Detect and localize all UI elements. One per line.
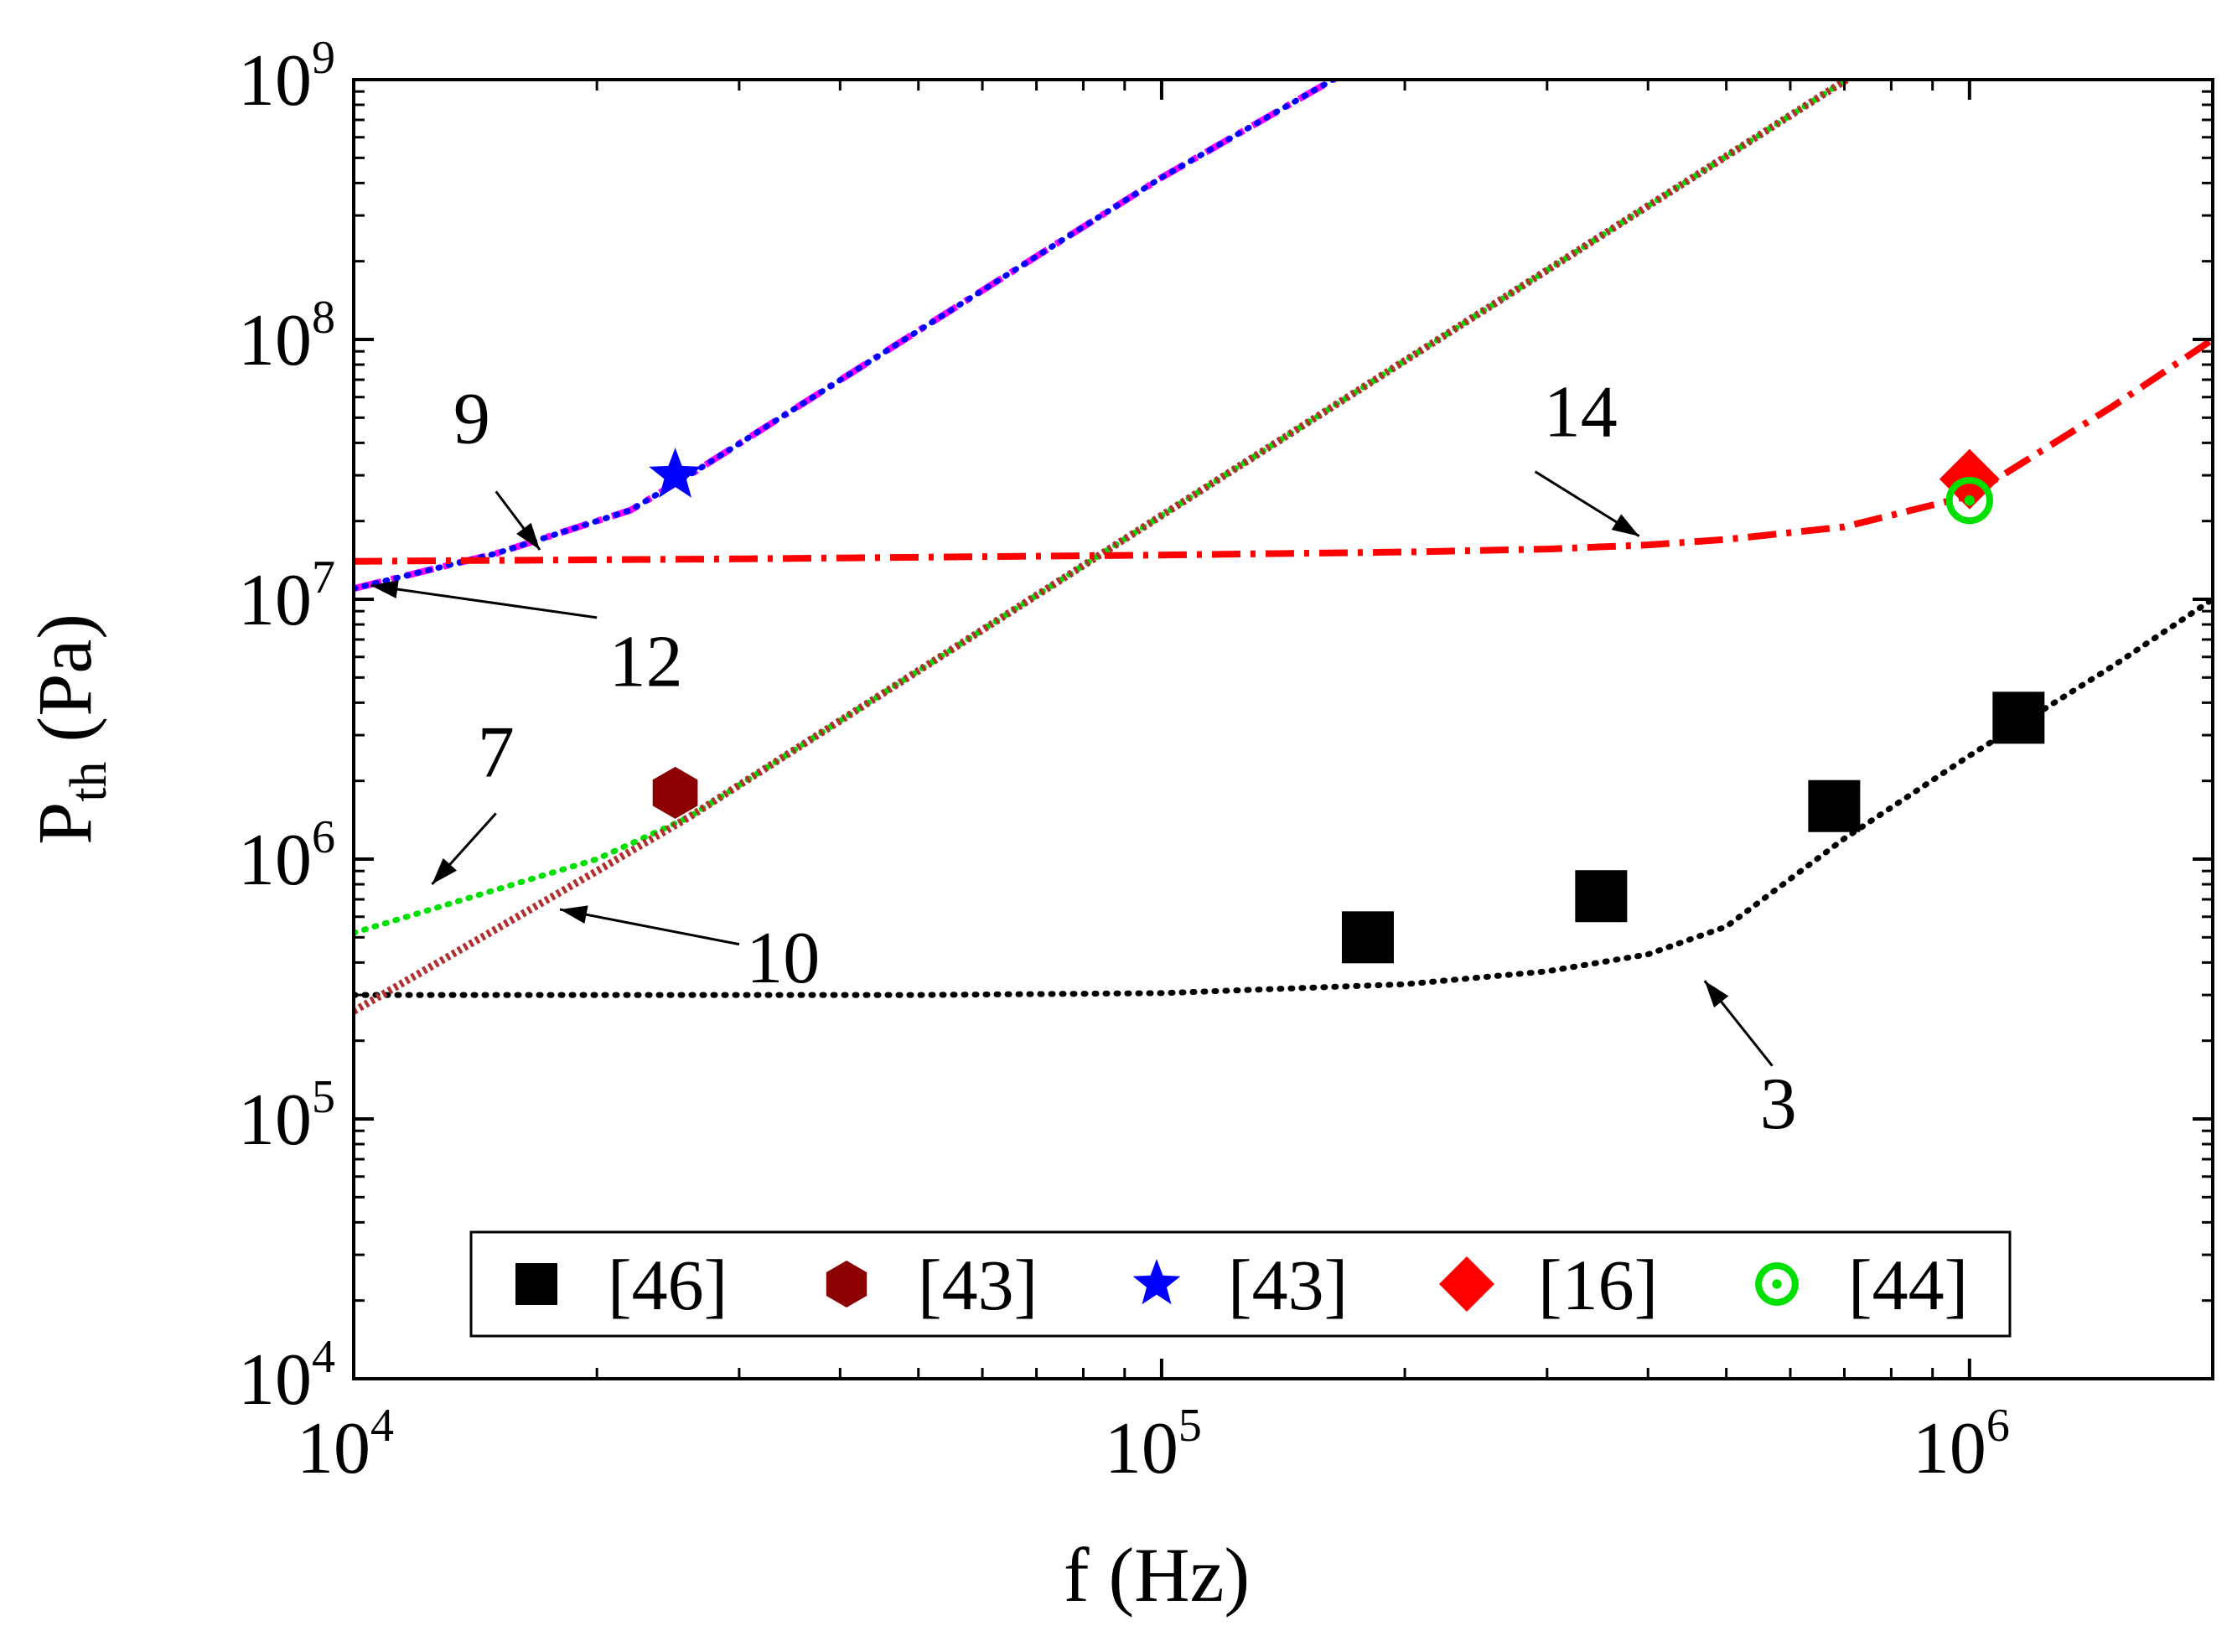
y-tick-base: 10 <box>238 820 312 901</box>
legend-marker-square <box>515 1263 557 1305</box>
x-tick-label: 106 <box>1913 1400 2010 1489</box>
x-tick-exp: 6 <box>1986 1400 2010 1452</box>
y-tick-label: 107 <box>238 552 335 641</box>
legend-marker-circle-dot-dot <box>1772 1279 1782 1289</box>
legend-label: [43] <box>1228 1245 1348 1325</box>
legend-label: [46] <box>608 1245 728 1325</box>
y-tick-exp: 6 <box>312 811 335 863</box>
annotations-group: 9 12 7 10 14 3 <box>370 371 1797 1145</box>
legend-marker-hexagon <box>826 1261 867 1308</box>
y-tick-label: 104 <box>238 1331 335 1421</box>
annotation-label: 9 <box>453 378 490 459</box>
x-tick-label: 105 <box>1105 1400 1202 1489</box>
y-axis-title: Pth (Pa) <box>22 614 117 845</box>
data-marker-circle-dot <box>1945 476 1994 525</box>
y-tick-exp: 7 <box>312 552 335 603</box>
series-line-14 <box>354 336 2213 565</box>
y-tick-exp: 9 <box>312 32 335 84</box>
legend-marker-star <box>1132 1259 1181 1305</box>
annotation-arrow-head <box>1611 514 1639 536</box>
x-tick-label: 104 <box>297 1400 394 1489</box>
annotation-arrow-line <box>370 584 598 619</box>
annotation-arrow-head <box>560 905 588 924</box>
annotation-arrow-head <box>516 522 541 550</box>
y-tick-exp: 4 <box>312 1331 335 1383</box>
y-tick-exp: 5 <box>312 1071 335 1123</box>
x-tick-base: 10 <box>1105 1408 1178 1489</box>
annotation-label: 10 <box>746 918 820 999</box>
y-axis-title-sub: th <box>60 761 117 801</box>
legend-label: [43] <box>918 1245 1038 1325</box>
y-tick-base: 10 <box>238 1080 312 1161</box>
annotation-arrow-head <box>370 580 399 598</box>
legend-label: [16] <box>1538 1245 1658 1325</box>
legend-marker-circle-dot-ring <box>1755 1262 1799 1306</box>
y-tick-label: 105 <box>238 1071 335 1161</box>
y-tick-base: 10 <box>238 560 312 641</box>
data-marker-circle-dot-ring <box>1945 476 1994 525</box>
legend-label: [44] <box>1848 1245 1968 1325</box>
legend-marker-diamond <box>1439 1256 1494 1312</box>
annotation-label: 14 <box>1544 371 1618 453</box>
y-axis-title-base: P <box>22 802 107 845</box>
y-tick-label: 109 <box>238 32 335 122</box>
y-tick-label: 106 <box>238 811 335 901</box>
data-marker-square <box>1341 911 1394 964</box>
x-tick-exp: 5 <box>1178 1400 1202 1452</box>
legend-marker-circle-dot <box>1755 1262 1799 1306</box>
annotation-label: 12 <box>609 621 683 702</box>
data-marker-circle-dot-dot <box>1964 495 1976 506</box>
data-marker-star <box>649 448 702 498</box>
x-axis-title: f (Hz) <box>1064 1532 1250 1618</box>
y-axis-title-unit: (Pa) <box>22 614 107 761</box>
y-tick-base: 10 <box>238 1339 312 1421</box>
plot-frame <box>352 78 2214 1380</box>
annotation-label: 7 <box>478 712 515 793</box>
markers-group <box>649 448 2045 964</box>
y-tick-base: 10 <box>238 300 312 381</box>
annotation-arrow-head <box>432 857 457 884</box>
y-tick-base: 10 <box>238 40 312 122</box>
legend: [46] [43] [43] [16] [44] <box>469 1230 2012 1338</box>
series-line-3 <box>354 596 2213 998</box>
annotation-arrow-head <box>1704 981 1729 1008</box>
data-marker-square <box>1575 870 1628 923</box>
data-marker-square <box>1808 779 1861 832</box>
series-group <box>354 80 2213 1015</box>
y-tick-label: 108 <box>238 292 335 381</box>
x-tick-base: 10 <box>297 1408 370 1489</box>
series-line-7 <box>354 80 1852 936</box>
y-tick-exp: 8 <box>312 292 335 344</box>
plot-area <box>354 80 2213 1379</box>
annotation-arrow-line <box>559 908 740 946</box>
x-tick-base: 10 <box>1913 1408 1986 1489</box>
data-marker-square <box>1992 691 2045 744</box>
data-marker-hexagon <box>652 766 698 819</box>
annotation-label: 3 <box>1760 1064 1797 1145</box>
x-tick-exp: 4 <box>370 1400 394 1452</box>
legend-box <box>469 1230 2012 1338</box>
